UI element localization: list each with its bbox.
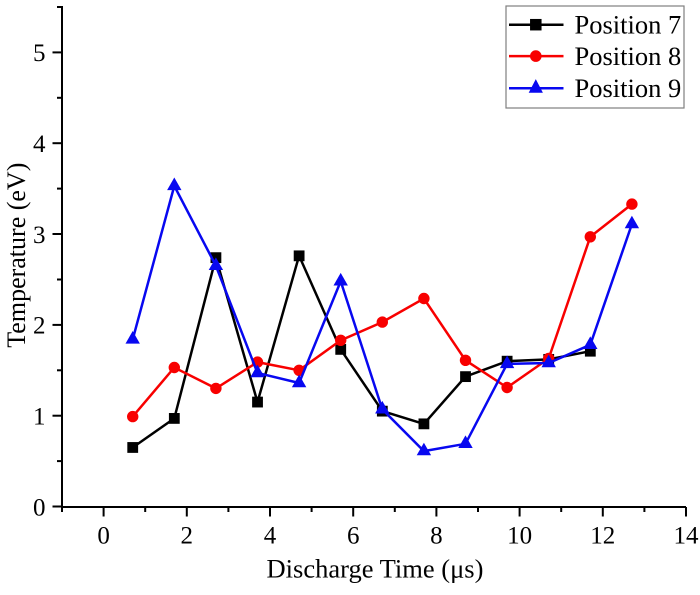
svg-text:0: 0 xyxy=(33,494,46,521)
svg-text:8: 8 xyxy=(430,523,443,550)
svg-text:6: 6 xyxy=(347,523,360,550)
svg-text:2: 2 xyxy=(33,313,46,340)
svg-text:4: 4 xyxy=(264,523,277,550)
svg-text:5: 5 xyxy=(33,40,46,67)
svg-text:Position 7: Position 7 xyxy=(575,10,682,40)
svg-text:2: 2 xyxy=(181,523,194,550)
svg-text:12: 12 xyxy=(590,523,615,550)
svg-text:14: 14 xyxy=(674,523,700,550)
svg-text:Position 9: Position 9 xyxy=(575,73,682,103)
svg-text:Discharge Time (μs): Discharge Time (μs) xyxy=(267,554,484,584)
svg-text:10: 10 xyxy=(507,523,532,550)
svg-text:Position 8: Position 8 xyxy=(575,41,682,71)
svg-text:3: 3 xyxy=(33,222,46,249)
svg-text:0: 0 xyxy=(97,523,110,550)
svg-text:4: 4 xyxy=(33,131,46,158)
svg-text:1: 1 xyxy=(33,404,46,431)
svg-text:Temperature (eV): Temperature (eV) xyxy=(2,163,31,348)
